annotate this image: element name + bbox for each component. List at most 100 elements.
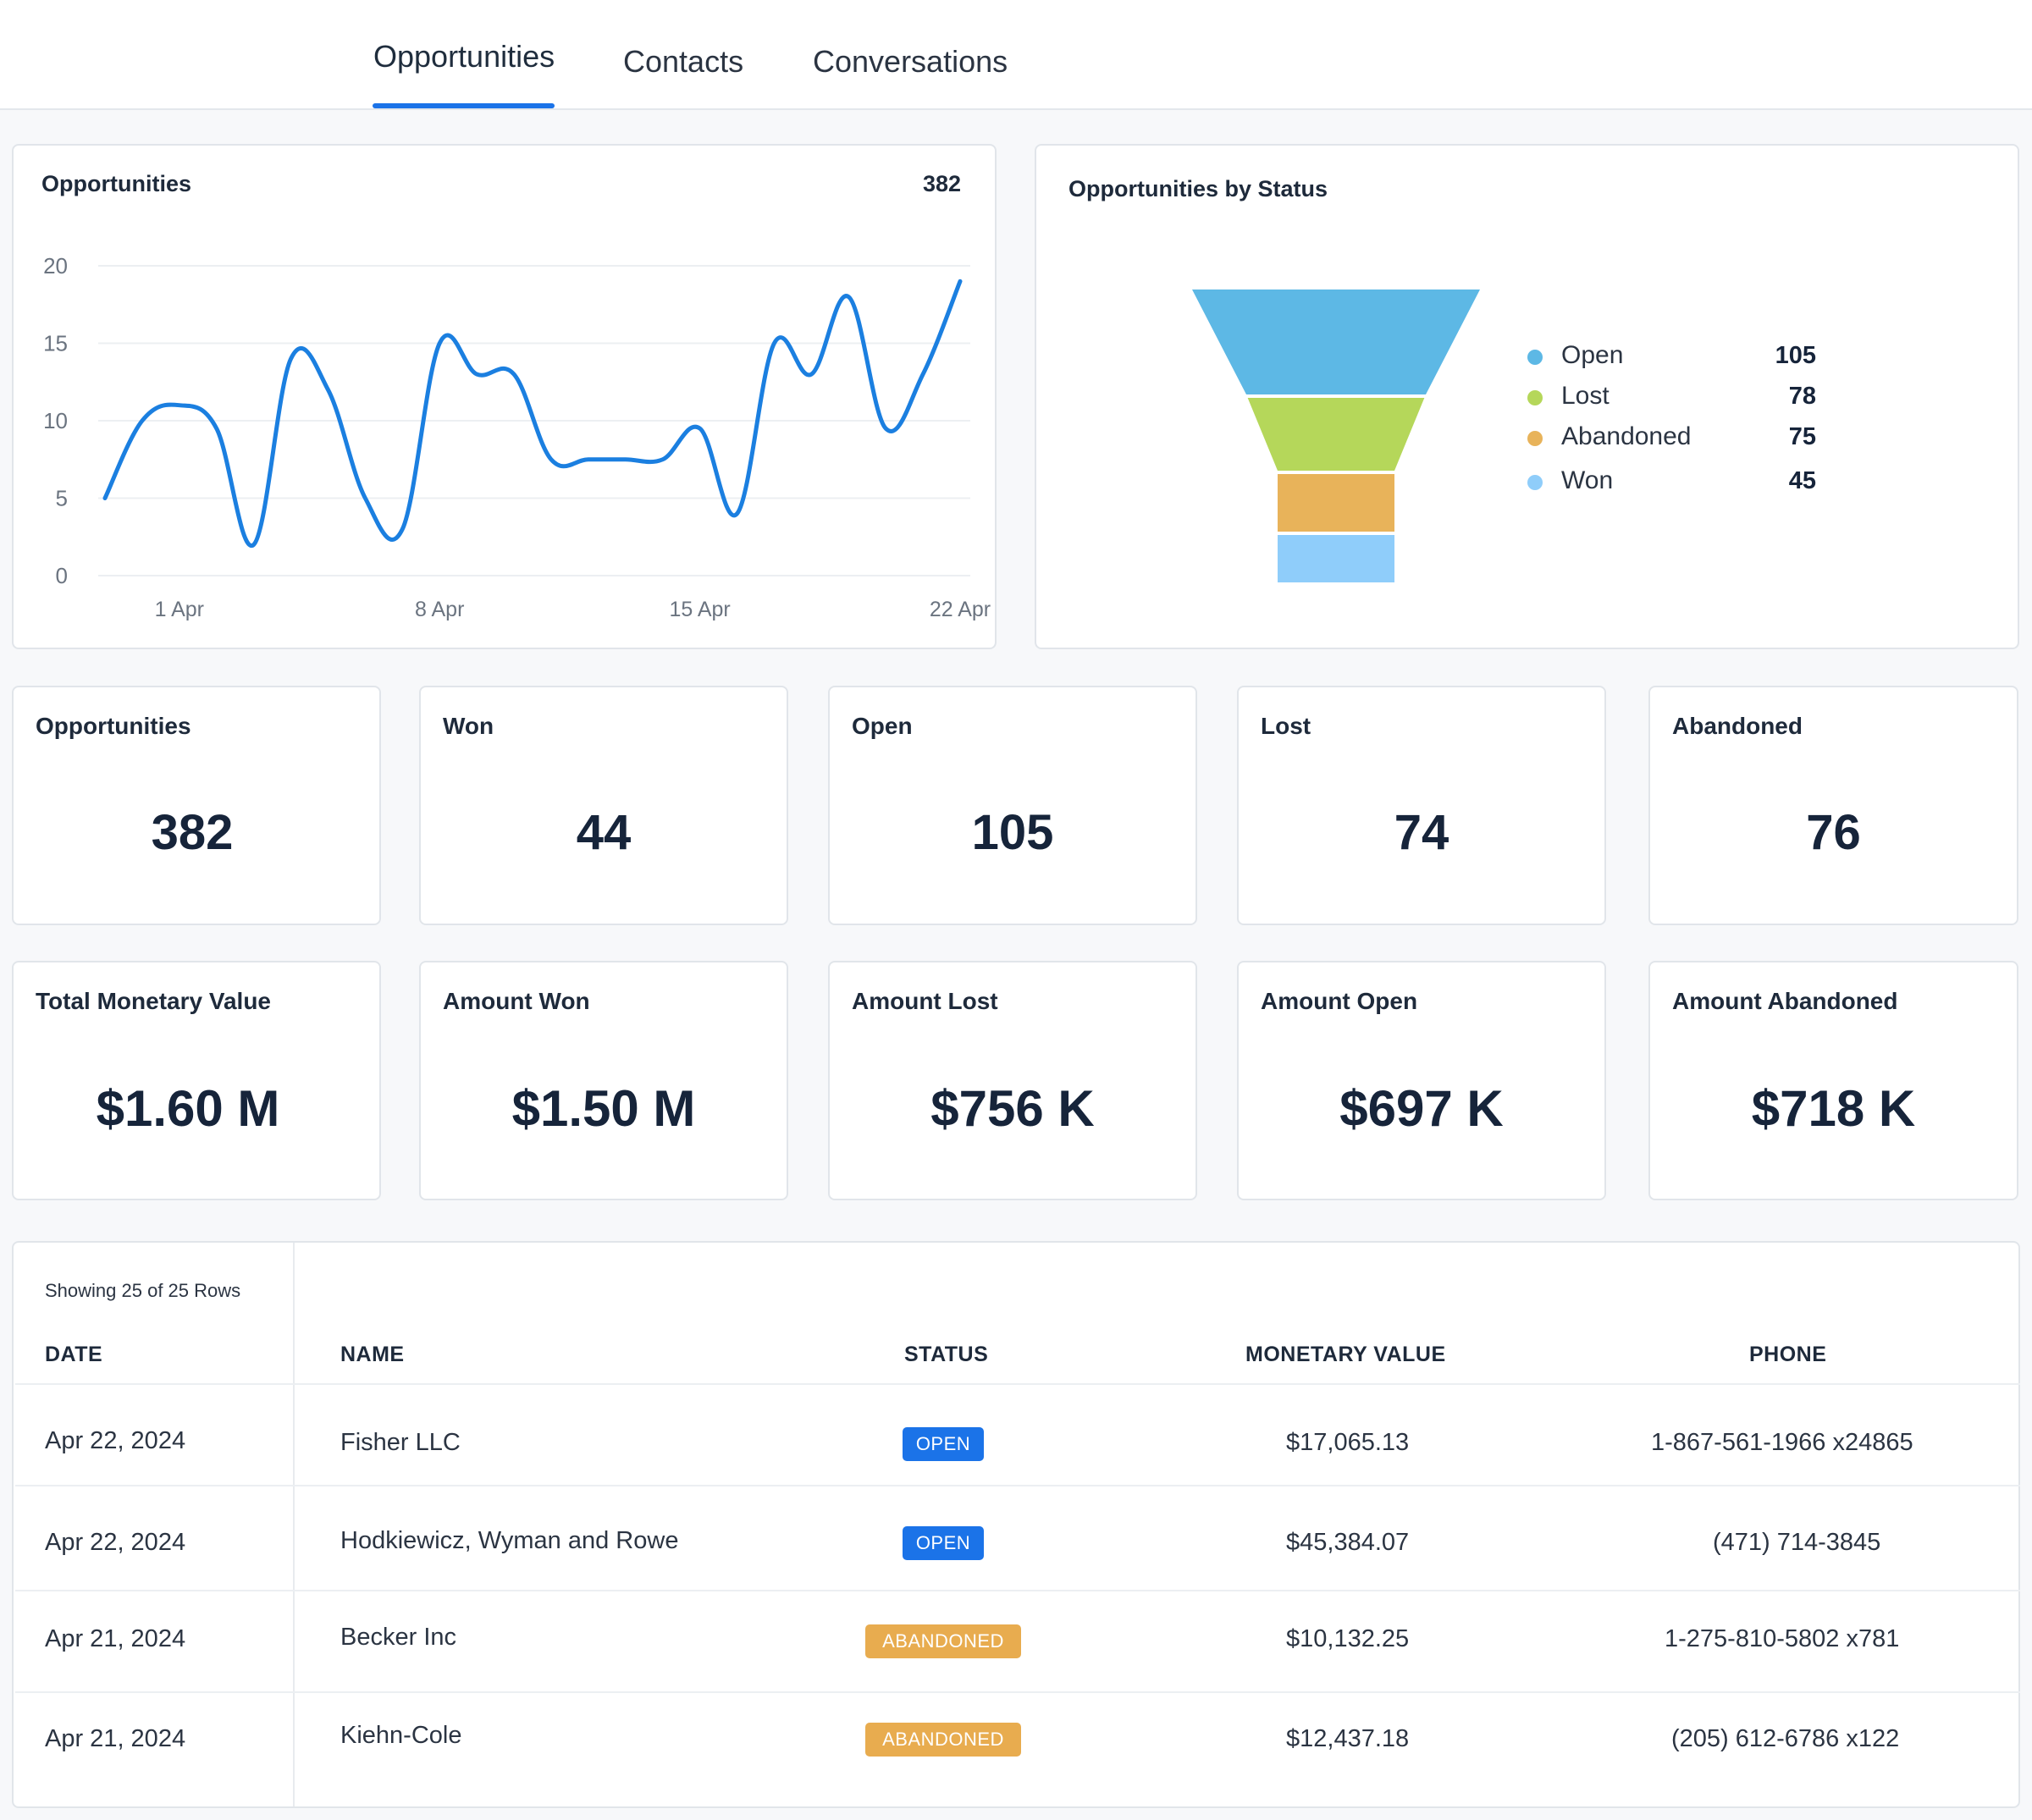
kpi-label: Amount Abandoned xyxy=(1672,988,1898,1014)
kpi-value: 44 xyxy=(576,805,632,860)
legend-value-won: 45 xyxy=(1788,467,1816,494)
cell-name: Kiehn-Cole xyxy=(340,1722,462,1749)
cell-name: Fisher LLC xyxy=(340,1429,461,1456)
legend-value-lost: 78 xyxy=(1788,383,1816,410)
cell-name: Becker Inc xyxy=(340,1624,456,1651)
kpi-card-abandoned: Abandoned 76 xyxy=(1648,686,2018,925)
kpi-value: 382 xyxy=(151,805,234,860)
line-chart: 0 5 10 15 20 1 Apr 8 Apr 15 Apr 22 Apr xyxy=(43,253,991,621)
kpi-label: Opportunities xyxy=(36,713,191,739)
cell-date: Apr 21, 2024 xyxy=(45,1625,186,1652)
y-tick-label: 20 xyxy=(43,253,68,279)
kpi-label: Amount Won xyxy=(443,988,590,1014)
kpi-value: $718 K xyxy=(1751,1080,1916,1137)
row-divider xyxy=(15,1383,2020,1385)
tab-conversations[interactable]: Conversations xyxy=(813,44,1008,79)
kpi-card-opportunities: Opportunities 382 xyxy=(12,686,381,925)
funnel-segment-open xyxy=(1192,290,1480,394)
kpi-label: Abandoned xyxy=(1672,713,1803,739)
legend-label-abandoned: Abandoned xyxy=(1561,422,1692,450)
status-badge: OPEN xyxy=(903,1427,984,1461)
line-chart-title: Opportunities xyxy=(41,171,191,196)
legend-label-open: Open xyxy=(1561,341,1624,369)
kpi-value: $1.50 M xyxy=(511,1080,696,1137)
active-tab-indicator xyxy=(373,103,555,108)
legend-dot-abandoned xyxy=(1527,431,1543,446)
x-tick-label: 8 Apr xyxy=(415,598,464,621)
legend-dot-won xyxy=(1527,475,1543,490)
y-tick-label: 15 xyxy=(43,331,68,356)
cell-phone: 1-867-561-1966 x24865 xyxy=(1651,1429,1913,1456)
column-header-name[interactable]: NAME xyxy=(340,1343,405,1366)
kpi-card-won: Won 44 xyxy=(419,686,788,925)
cell-monetary-value: $12,437.18 xyxy=(1286,1725,1410,1752)
cell-date: Apr 22, 2024 xyxy=(45,1529,186,1556)
cell-monetary-value: $17,065.13 xyxy=(1286,1429,1410,1456)
kpi-card-amount-lost: Amount Lost $756 K xyxy=(828,961,1197,1200)
funnel-segment-abandoned xyxy=(1278,474,1394,532)
y-tick-label: 10 xyxy=(43,408,68,433)
funnel-chart xyxy=(1192,290,1480,582)
column-header-status[interactable]: STATUS xyxy=(904,1343,989,1366)
kpi-label: Lost xyxy=(1261,713,1311,739)
y-tick-label: 5 xyxy=(56,486,68,511)
opportunities-line-chart-card: Opportunities 382 0 5 10 15 20 1 Apr 8 Apr 15 A… xyxy=(12,144,997,649)
column-header-date[interactable]: DATE xyxy=(45,1343,103,1366)
opportunities-table: Showing 25 of 25 Rows DATE NAME STATUS M… xyxy=(12,1241,2020,1808)
kpi-value: 74 xyxy=(1394,805,1449,860)
kpi-card-lost: Lost 74 xyxy=(1237,686,1606,925)
column-header-monetary-value[interactable]: MONETARY VALUE xyxy=(1245,1343,1446,1366)
legend-value-abandoned: 75 xyxy=(1788,423,1816,450)
kpi-label: Amount Lost xyxy=(852,988,998,1014)
tab-opportunities[interactable]: Opportunities xyxy=(373,39,555,74)
status-badge: OPEN xyxy=(903,1526,984,1560)
kpi-label: Total Monetary Value xyxy=(36,988,271,1014)
y-tick-label: 0 xyxy=(56,563,68,588)
top-tab-bar: Opportunities Contacts Conversations xyxy=(0,0,2032,110)
status-badge: ABANDONED xyxy=(865,1624,1021,1658)
funnel-segment-won xyxy=(1278,535,1394,582)
kpi-value: 105 xyxy=(971,805,1054,860)
row-divider xyxy=(15,1691,2020,1693)
column-divider xyxy=(293,1243,295,1806)
legend-label-lost: Lost xyxy=(1561,382,1610,410)
kpi-card-total-monetary-value: Total Monetary Value $1.60 M xyxy=(12,961,381,1200)
row-divider xyxy=(15,1590,2020,1591)
legend-label-won: Won xyxy=(1561,466,1614,494)
kpi-card-amount-open: Amount Open $697 K xyxy=(1237,961,1606,1200)
x-tick-label: 1 Apr xyxy=(155,598,204,621)
cell-phone: (471) 714-3845 xyxy=(1713,1529,1881,1556)
status-badge: ABANDONED xyxy=(865,1723,1021,1757)
kpi-value: 76 xyxy=(1806,805,1861,860)
kpi-card-amount-won: Amount Won $1.50 M xyxy=(419,961,788,1200)
kpi-value: $756 K xyxy=(930,1080,1095,1137)
legend-value-open: 105 xyxy=(1775,342,1816,369)
cell-date: Apr 22, 2024 xyxy=(45,1427,186,1454)
cell-monetary-value: $10,132.25 xyxy=(1286,1625,1410,1652)
kpi-value: $1.60 M xyxy=(96,1080,280,1137)
cell-phone: (205) 612-6786 x122 xyxy=(1671,1725,1900,1752)
row-count-label: Showing 25 of 25 Rows xyxy=(45,1280,241,1301)
tab-contacts[interactable]: Contacts xyxy=(623,44,744,79)
x-tick-label: 15 Apr xyxy=(669,598,730,621)
column-header-phone[interactable]: PHONE xyxy=(1749,1343,1827,1366)
legend-dot-lost xyxy=(1527,390,1543,405)
kpi-value: $697 K xyxy=(1339,1080,1504,1137)
cell-name: Hodkiewicz, Wyman and Rowe xyxy=(340,1527,679,1554)
line-chart-total: 382 xyxy=(922,171,961,196)
legend-dot-open xyxy=(1527,350,1543,365)
x-tick-label: 22 Apr xyxy=(930,598,991,621)
cell-monetary-value: $45,384.07 xyxy=(1286,1529,1410,1556)
opportunities-by-status-card: Opportunities by Status xyxy=(1035,144,2019,649)
row-divider xyxy=(15,1485,2020,1486)
funnel-chart-title: Opportunities by Status xyxy=(1068,176,1328,201)
funnel-segment-lost xyxy=(1247,398,1425,471)
kpi-card-open: Open 105 xyxy=(828,686,1197,925)
cell-phone: 1-275-810-5802 x781 xyxy=(1665,1625,1900,1652)
kpi-label: Amount Open xyxy=(1261,988,1418,1014)
series-line xyxy=(102,279,963,549)
kpi-label: Open xyxy=(852,713,913,739)
kpi-label: Won xyxy=(443,713,494,739)
kpi-card-amount-abandoned: Amount Abandoned $718 K xyxy=(1648,961,2018,1200)
cell-date: Apr 21, 2024 xyxy=(45,1725,186,1752)
